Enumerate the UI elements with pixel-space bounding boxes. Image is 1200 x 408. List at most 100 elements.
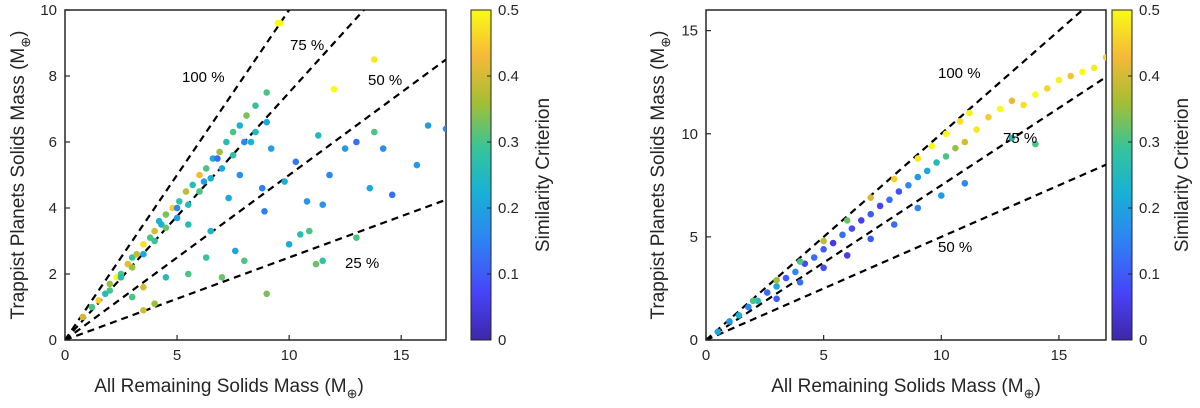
data-point [714,328,722,336]
data-point [442,125,446,133]
data-point [140,250,147,258]
y-ticks-2: 0 5 10 15 [681,23,711,349]
data-point [252,102,259,109]
data-point [1020,101,1027,109]
colorbar-tick-label: 0.2 [498,200,519,217]
x-tick-label: 5 [173,347,181,364]
data-point [843,217,851,224]
data-point [938,192,945,199]
colorbar-tick-label: 0.5 [1139,2,1160,19]
ref-line-100 [65,10,291,340]
data-point [1079,68,1086,76]
data-point [366,184,374,192]
x-tick-label: 15 [393,347,410,364]
data-point [202,165,210,172]
y-tick-label: 0 [49,332,57,349]
data-point [326,171,333,179]
data-point [379,145,387,152]
data-point [79,313,87,321]
data-point [292,158,300,166]
data-point [961,180,969,187]
ref-label-75-2: 75 % [1003,130,1037,147]
colorbar-2 [1111,9,1133,341]
ref-label-50-1: 50 % [368,72,402,89]
data-point [189,181,196,189]
reference-lines-2 [706,10,1106,340]
y-tick-label: 8 [49,68,57,85]
data-point [319,201,327,208]
y-axis-label-1: Trappist Planets Solids Mass (M⊕) [8,31,33,320]
data-point [200,178,208,185]
ref-line-75 [706,76,1106,340]
data-point [229,151,237,159]
data-point [243,112,250,119]
data-point [218,165,226,172]
data-point [306,227,313,235]
chart-panel-2: 0 5 10 15 0 5 10 15 100 % 75 % 50 % All Remain… [648,2,1193,401]
data-point [140,241,147,248]
data-point [128,264,136,271]
data-point [218,274,226,281]
data-point [117,274,125,281]
data-point [371,56,378,63]
data-point [914,204,922,212]
data-point [151,300,158,308]
data-point [1055,76,1063,84]
data-point [267,145,275,152]
data-point [848,225,856,232]
data-point [151,227,158,235]
data-point [196,171,203,179]
x-axis-label-2: All Remaining Solids Mass (M⊕) [771,376,1041,401]
x-tick-label: 15 [1051,347,1068,364]
colorbar-tick-label: 0.5 [498,2,519,19]
data-points-1 [79,19,446,321]
colorbar-label-1: Similarity Criterion [533,98,554,252]
data-point [792,268,799,276]
colorbar-tick-label: 0.4 [498,68,519,85]
data-point [745,303,752,311]
colorbar-tick-label: 0.3 [498,134,519,151]
data-point [263,89,271,96]
y-tick-label: 15 [681,23,698,40]
y-tick-label: 2 [49,266,57,283]
data-point [196,188,203,195]
colorbar-tick-label: 0.4 [1139,68,1160,85]
data-point [820,237,827,245]
data-points-2 [714,54,1106,336]
ref-label-100-1: 100 % [182,69,225,86]
colorbar-1 [470,9,492,341]
data-point [214,155,221,162]
data-point [726,318,733,325]
data-point [1008,97,1016,105]
data-point [876,202,884,210]
data-point [1032,140,1039,148]
colorbar-tick-label: 0.1 [498,266,519,283]
data-point [216,148,223,156]
data-point [263,118,271,126]
data-point [843,252,851,259]
data-point [232,247,239,255]
data-point [106,280,114,288]
data-point [1008,134,1016,142]
data-point [923,167,931,175]
ref-line-50 [706,163,1106,340]
data-point [914,155,922,162]
x-tick-label: 0 [702,347,710,364]
data-point [185,270,192,278]
data-point [247,138,255,146]
data-point [173,204,181,212]
x-tick-label: 10 [281,347,298,364]
data-point [140,307,147,314]
data-point [1090,64,1098,72]
colorbar-tick-label: 0 [1139,332,1147,349]
data-point [820,264,827,272]
data-point [258,184,266,192]
data-point [202,254,210,261]
data-point [905,182,912,189]
data-point [155,217,163,225]
data-point [973,126,980,133]
data-point [151,237,158,245]
data-point [1043,85,1051,92]
plot-area-2 [705,9,1107,341]
data-point [424,122,432,129]
